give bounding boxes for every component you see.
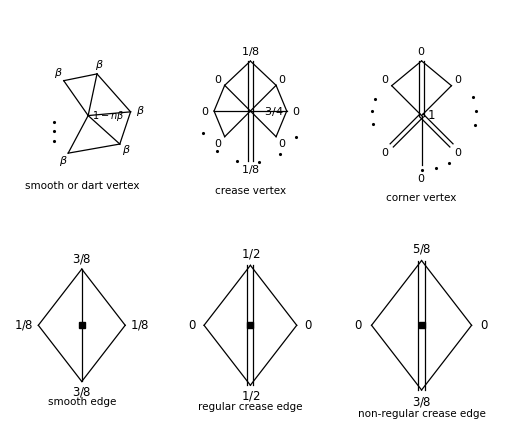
Text: $0$: $0$ <box>381 146 389 158</box>
Text: $0$: $0$ <box>305 319 313 332</box>
Text: $0$: $0$ <box>454 73 462 85</box>
Text: $3/8$: $3/8$ <box>412 395 431 409</box>
Text: $1/2$: $1/2$ <box>241 389 260 403</box>
Text: $0$: $0$ <box>201 105 209 117</box>
Text: $0$: $0$ <box>292 105 300 117</box>
Text: $1/8$: $1/8$ <box>14 318 34 332</box>
Text: $0$: $0$ <box>354 319 363 332</box>
Text: regular crease edge: regular crease edge <box>198 402 303 412</box>
Text: $1/8$: $1/8$ <box>241 163 260 175</box>
Text: smooth edge: smooth edge <box>48 397 116 407</box>
Text: smooth or dart vertex: smooth or dart vertex <box>25 181 139 191</box>
Text: $0$: $0$ <box>417 45 426 57</box>
Text: $0$: $0$ <box>214 137 222 149</box>
Text: $0$: $0$ <box>381 73 389 85</box>
Text: $3/8$: $3/8$ <box>72 252 91 266</box>
Text: $0$: $0$ <box>454 146 462 158</box>
Text: $1-n\beta$: $1-n\beta$ <box>91 109 124 122</box>
Text: $3/8$: $3/8$ <box>72 385 91 399</box>
Text: $\beta$: $\beta$ <box>135 104 144 118</box>
Text: $5/8$: $5/8$ <box>412 242 431 256</box>
Text: $0$: $0$ <box>278 137 287 149</box>
Text: $1$: $1$ <box>427 109 435 122</box>
Text: $0$: $0$ <box>214 73 222 85</box>
Text: $0$: $0$ <box>480 319 489 332</box>
Text: crease vertex: crease vertex <box>215 185 286 196</box>
Text: $\beta$: $\beta$ <box>122 143 131 158</box>
Text: non-regular crease edge: non-regular crease edge <box>358 409 485 419</box>
Text: $0$: $0$ <box>417 172 426 184</box>
Text: $1/2$: $1/2$ <box>241 247 260 262</box>
Text: $0$: $0$ <box>188 319 196 332</box>
Text: $\beta$: $\beta$ <box>59 155 68 169</box>
Text: $\beta$: $\beta$ <box>95 58 103 72</box>
Text: corner vertex: corner vertex <box>386 193 457 202</box>
Text: $-3/4$: $-3/4$ <box>255 104 284 118</box>
Text: $\beta$: $\beta$ <box>54 66 63 80</box>
Text: $1/8$: $1/8$ <box>130 318 149 332</box>
Text: $0$: $0$ <box>278 73 287 85</box>
Text: $1/8$: $1/8$ <box>241 45 260 59</box>
